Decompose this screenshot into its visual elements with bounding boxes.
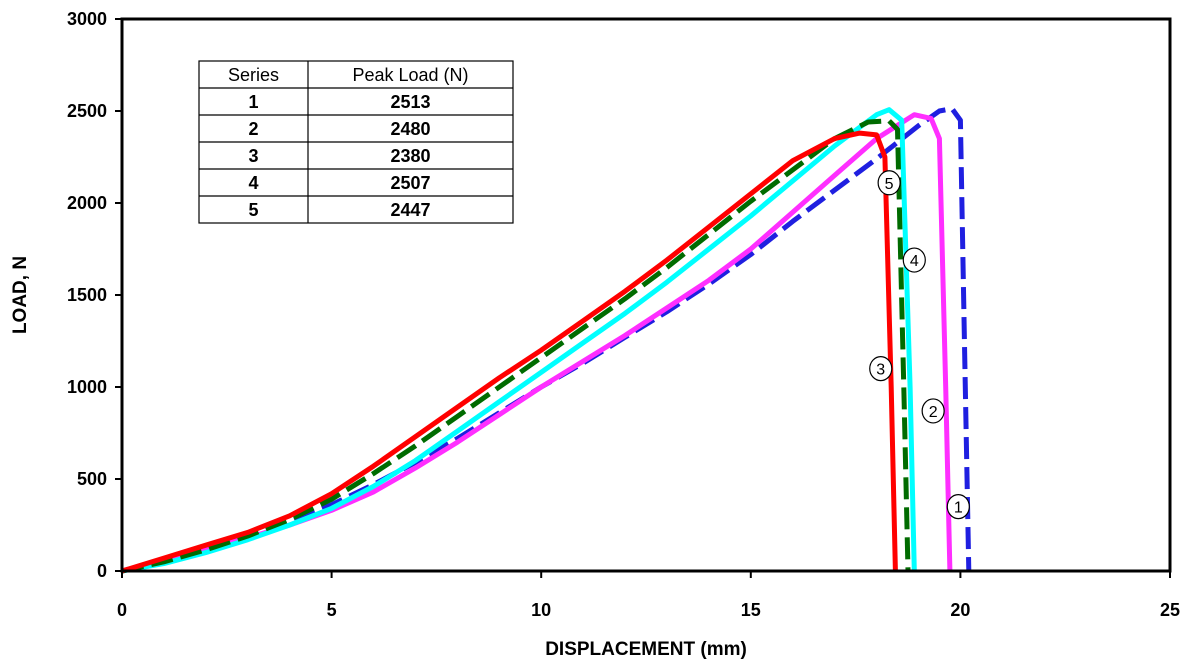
table-cell-peak-load: 2480 [390,119,430,139]
x-tick-label: 20 [950,600,970,620]
series-group [121,106,972,574]
x-axis-title: DISPLACEMENT (mm) [545,639,747,660]
table-cell-series: 4 [248,173,258,193]
curve-marker-circle [921,398,945,424]
series-4-line [121,107,917,574]
series-5-line [121,118,911,574]
curve-marker-circle [902,247,926,273]
peak-load-table: Series Peak Load (N) 1 2513 2 2480 3 2380 4 2507 5… [198,60,514,224]
curve-marker-label: 5 [885,176,894,193]
y-axis-ticks: 0 500 1000 1500 2000 2500 3000 [67,9,122,581]
y-tick-label: 3000 [67,9,107,29]
table-cell-series: 5 [248,200,258,220]
y-axis-title: LOAD, N [10,256,31,334]
table-header-peak-load: Peak Load (N) [352,65,468,85]
curve-marker-label: 1 [954,500,963,517]
curve-marker-circle [946,494,970,520]
table-cell-series: 3 [248,146,258,166]
y-tick-label: 2000 [67,193,107,213]
table-cell-peak-load: 2447 [390,200,430,220]
y-tick-label: 1500 [67,285,107,305]
curve-marker-label: 4 [910,253,919,270]
x-axis-ticks: 0 5 10 15 20 25 [117,571,1180,620]
table-cell-peak-load: 2507 [390,173,430,193]
curve-marker-label: 3 [876,362,885,379]
x-tick-label: 25 [1160,600,1180,620]
x-tick-label: 15 [741,600,761,620]
series-3-line [121,130,898,574]
table-cell-peak-load: 2380 [390,146,430,166]
y-tick-label: 500 [77,469,107,489]
y-tick-label: 1000 [67,377,107,397]
table-cell-series: 1 [248,92,258,112]
curve-marker-label: 2 [929,404,938,421]
x-tick-label: 5 [327,600,337,620]
x-tick-label: 10 [531,600,551,620]
table-cell-series: 2 [248,119,258,139]
curve-marker-circle [877,170,901,196]
table-header-series: Series [228,65,279,85]
curve-marker-circle [869,356,893,382]
curve-markers: 1 2 3 4 5 [869,170,970,520]
y-tick-label: 2500 [67,101,107,121]
table-cell-peak-load: 2513 [390,92,430,112]
x-tick-label: 0 [117,600,127,620]
y-tick-label: 0 [97,561,107,581]
